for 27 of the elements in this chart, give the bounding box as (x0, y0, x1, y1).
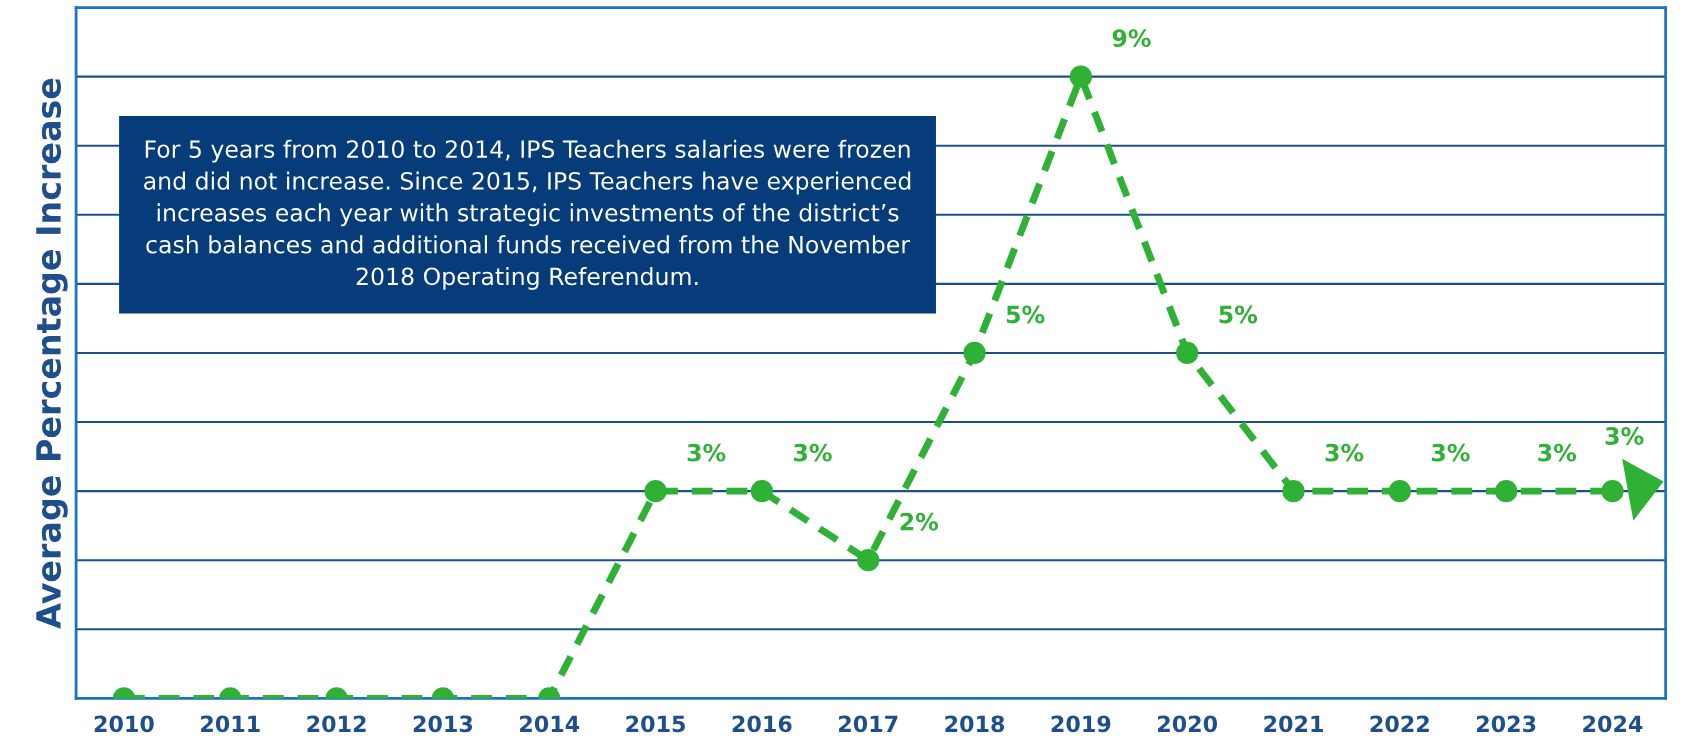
x-tick-label: 2015 (626, 715, 685, 733)
data-label: 9% (1112, 29, 1151, 48)
data-label: 3% (794, 443, 832, 462)
x-tick-label: 2020 (1158, 715, 1218, 733)
y-axis-title: Average Percentage Increase (36, 78, 68, 629)
data-label: 2% (900, 512, 939, 531)
x-tick-label: 2024 (1583, 715, 1643, 733)
data-label: 5% (1006, 305, 1045, 324)
data-label: 3% (1431, 443, 1470, 462)
x-tick-label: 2011 (201, 715, 260, 733)
x-tick-label: 2023 (1476, 715, 1536, 733)
x-tick-label: 2012 (307, 715, 366, 733)
annotation: For 5 years from 2010 to 2014, IPS Teachers salaries were frozen and did not increase. Since 2015, IPS Teachers have experienced increases each year with strategic investments of the district’s cash balances and additional funds received from the November 2018 Operating Referendum. (144, 139, 911, 290)
x-tick-label: 2016 (732, 715, 792, 733)
x-tick-label: 2018 (945, 715, 1005, 733)
x-tick-label: 2010 (94, 715, 154, 733)
data-label: 3% (1605, 427, 1644, 445)
data-label: 5% (1219, 305, 1258, 324)
data-label: 3% (687, 443, 726, 462)
x-tick-label: 2017 (839, 715, 898, 733)
x-tick-label: 2014 (520, 715, 580, 733)
data-label: 3% (1325, 443, 1364, 462)
x-tick-label: 2019 (1051, 715, 1111, 733)
x-tick-label: 2013 (413, 715, 473, 733)
x-tick-label: 2022 (1370, 715, 1429, 733)
data-label: 3% (1538, 443, 1577, 462)
x-tick-label: 2021 (1264, 715, 1323, 733)
